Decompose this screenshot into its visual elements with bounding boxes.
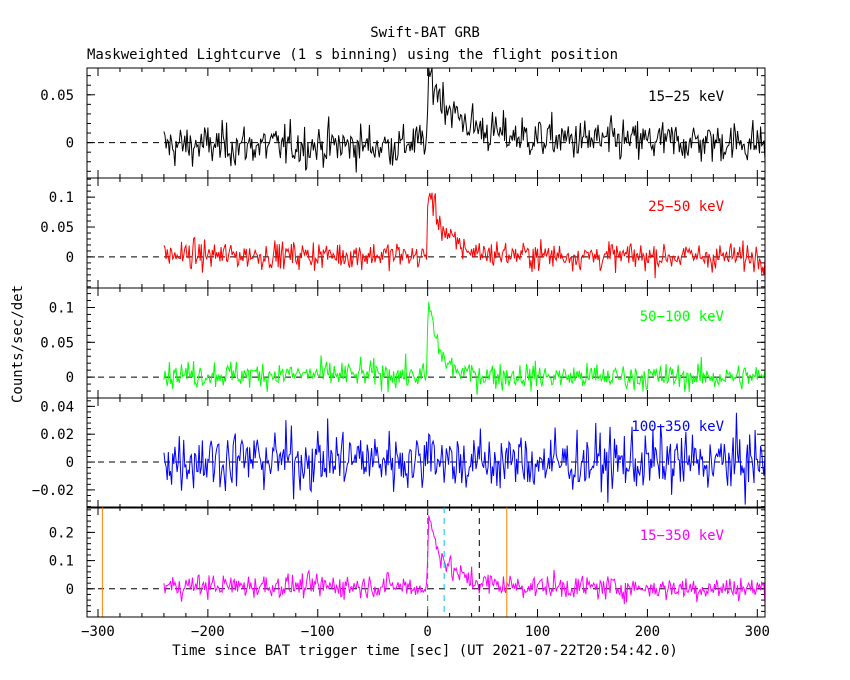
- y-tick-label: 0: [66, 370, 74, 386]
- series-line: [163, 192, 766, 279]
- y-tick-label: 0.04: [40, 399, 74, 415]
- y-tick-label: 0.05: [40, 88, 74, 104]
- y-tick-label: 0.1: [49, 554, 74, 570]
- panel-frame: [86, 397, 766, 509]
- y-tick-label: 0: [66, 136, 74, 152]
- panels-group: 0 0.05 15−25 keV 0 0.05 0.1 25−50 keV 0 0.05 0.1 5…: [32, 67, 770, 640]
- x-axis-label: Time since BAT trigger time [sec] (UT 20…: [172, 643, 678, 659]
- band-label: 100−350 keV: [631, 419, 724, 435]
- y-tick-label: 0.05: [40, 220, 74, 236]
- x-tick-label: 100: [525, 624, 550, 640]
- y-axis-label: Counts/sec/det: [10, 285, 26, 403]
- band-label: 25−50 keV: [648, 199, 724, 215]
- y-tick-label: 0.05: [40, 335, 74, 351]
- x-tick-label: 300: [745, 624, 770, 640]
- y-tick-label: 0.1: [49, 190, 74, 206]
- series-line: [163, 515, 766, 605]
- chart-subtitle: Maskweighted Lightcurve (1 s binning) us…: [87, 47, 618, 63]
- series-line: [163, 412, 766, 505]
- y-tick-label: −0.02: [32, 483, 74, 499]
- x-tick-label: 200: [635, 624, 660, 640]
- chart-title: Swift-BAT GRB: [370, 25, 480, 41]
- panel-frame: [86, 506, 766, 618]
- x-tick-label: −300: [81, 624, 115, 640]
- series-line: [163, 301, 766, 395]
- series-line: [163, 67, 766, 173]
- x-tick-label: −200: [191, 624, 225, 640]
- y-tick-label: 0.2: [49, 525, 74, 541]
- y-tick-label: 0.02: [40, 427, 74, 443]
- band-label: 15−25 keV: [648, 89, 724, 105]
- band-label: 50−100 keV: [640, 309, 725, 325]
- panel-frame: [86, 177, 766, 289]
- y-tick-label: 0: [66, 455, 74, 471]
- x-tick-label: −100: [301, 624, 335, 640]
- y-tick-label: 0.1: [49, 300, 74, 316]
- x-tick-label: 0: [423, 624, 431, 640]
- y-tick-label: 0: [66, 250, 74, 266]
- y-tick-label: 0: [66, 582, 74, 598]
- band-label: 15−350 keV: [640, 528, 725, 544]
